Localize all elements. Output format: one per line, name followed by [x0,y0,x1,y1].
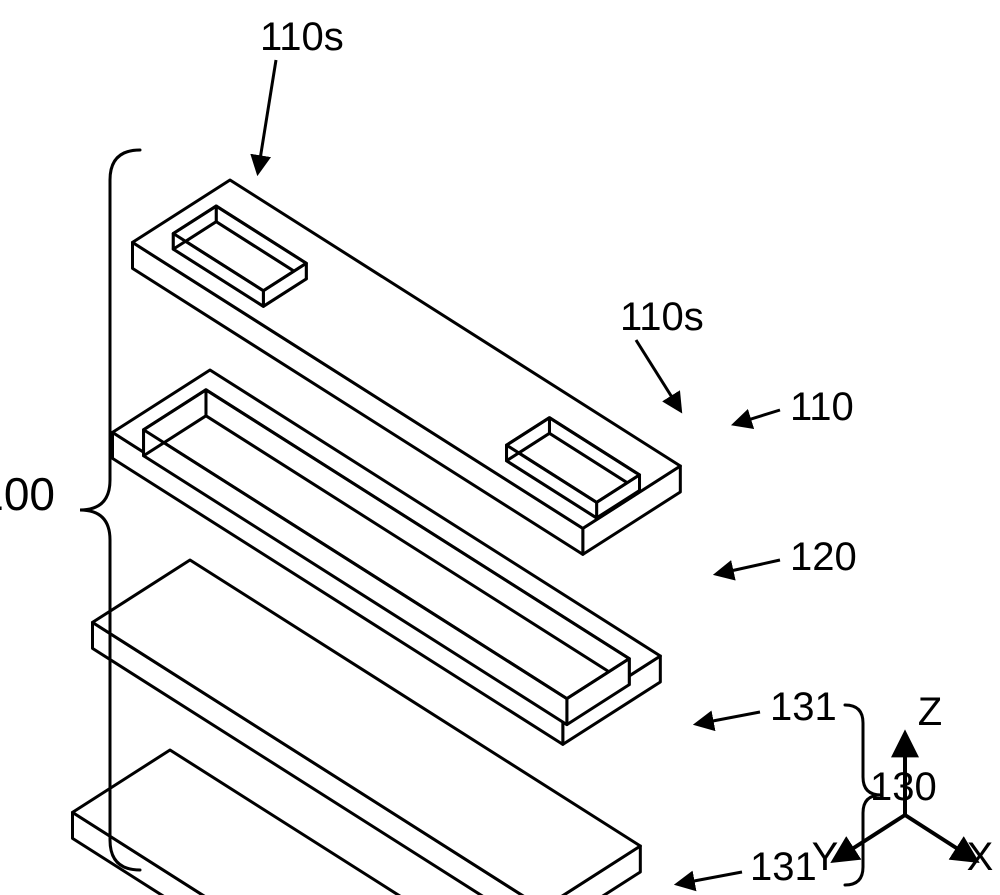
label-120-svg: 120 [790,535,857,579]
label-131a-svg: 131 [770,685,837,729]
callout-3 [717,560,780,574]
callout-2 [735,410,780,424]
axis-x-label-svg: X [967,835,994,879]
axis-x [905,815,975,860]
label-100-svg: 100 [0,468,55,520]
axis-y [835,815,905,860]
label-131b-svg: 131 [750,845,817,889]
label-110s-mid: 110s [620,295,704,339]
callout-4 [697,712,760,724]
label-110s-top: 110s [260,15,344,59]
label-130-svg: 130 [870,765,937,809]
axis-z-label-svg: Z [918,690,942,734]
label-110-svg: 110 [790,385,854,429]
callout-0 [258,60,276,172]
callout-1 [636,340,680,410]
callout-5 [678,872,742,884]
